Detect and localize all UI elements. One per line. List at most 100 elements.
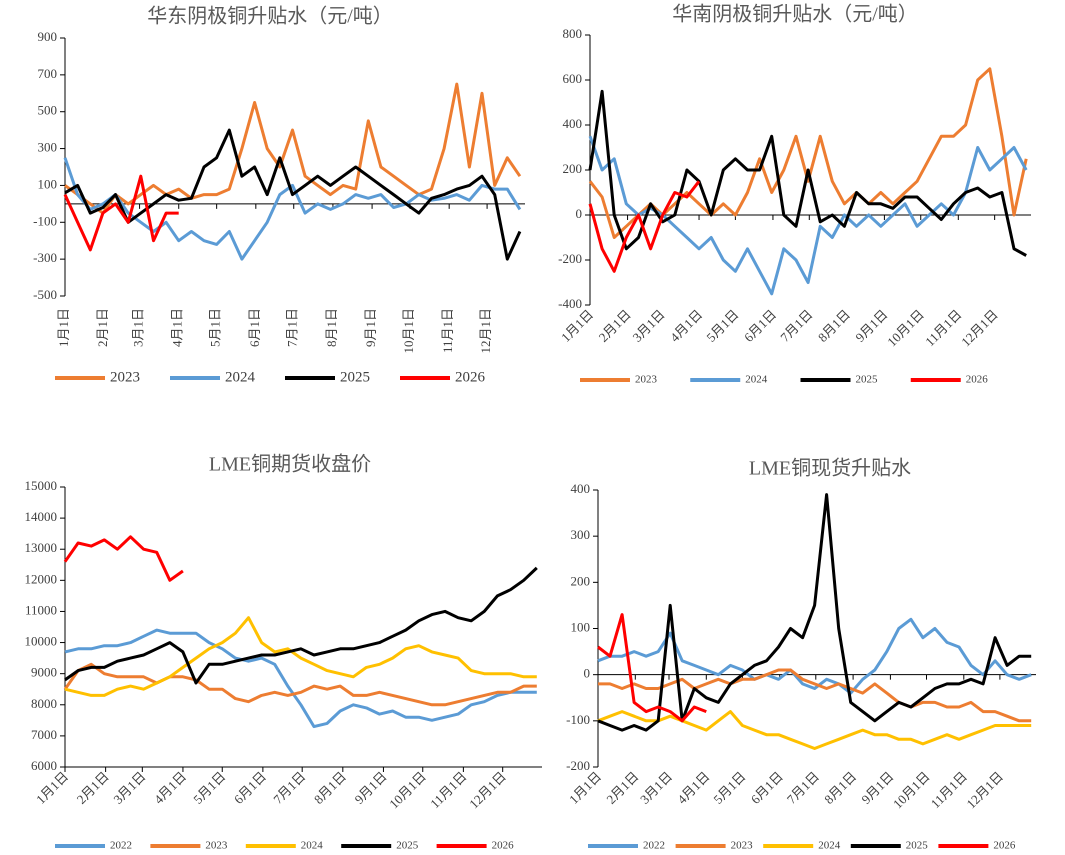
x-tick-label: 1月1日 bbox=[558, 307, 596, 345]
series-line bbox=[588, 180, 701, 273]
legend-label: 2025 bbox=[396, 840, 419, 852]
x-tick-label: 8月1日 bbox=[815, 307, 853, 345]
legend-label: 2022 bbox=[110, 840, 132, 852]
series-line bbox=[63, 174, 179, 252]
x-tick-label: 11月1日 bbox=[928, 769, 970, 811]
legend-label: 2025 bbox=[340, 369, 370, 385]
y-tick-label: 11000 bbox=[25, 602, 57, 617]
y-tick-label: -200 bbox=[558, 251, 582, 266]
y-tick-label: 200 bbox=[571, 573, 591, 588]
legend-label: 2024 bbox=[745, 374, 768, 386]
series-line bbox=[597, 613, 707, 723]
x-tick-label: 5月1日 bbox=[703, 307, 741, 345]
x-tick-label: 3月1日 bbox=[131, 308, 146, 347]
chart-title: LME铜期货收盘价 bbox=[209, 453, 371, 476]
y-tick-label: 13000 bbox=[25, 540, 58, 555]
x-tick-label: 4月1日 bbox=[674, 769, 712, 807]
chart-title: 华东阴极铜升贴水（元/吨） bbox=[147, 5, 393, 28]
legend-label: 2023 bbox=[205, 840, 228, 852]
x-tick-label: 11月1日 bbox=[922, 307, 964, 349]
legend-label: 2024 bbox=[225, 369, 256, 385]
legend-label: 2025 bbox=[906, 840, 929, 852]
series-line bbox=[63, 662, 537, 707]
legend-label: 2026 bbox=[993, 840, 1016, 852]
series-line bbox=[64, 128, 522, 261]
y-tick-label: 400 bbox=[571, 481, 591, 496]
y-tick-label: 700 bbox=[38, 66, 58, 81]
series-line bbox=[63, 535, 184, 582]
series-line bbox=[64, 82, 522, 215]
legend-label: 2023 bbox=[635, 374, 658, 386]
x-tick-label: 8月1日 bbox=[324, 308, 339, 347]
y-tick-label: -300 bbox=[33, 250, 57, 265]
x-tick-label: 11月1日 bbox=[440, 308, 455, 353]
x-tick-label: 10月1日 bbox=[401, 308, 416, 354]
x-tick-label: 4月1日 bbox=[667, 307, 705, 345]
series-line bbox=[597, 710, 1032, 750]
legend-label: 2025 bbox=[856, 374, 879, 386]
x-tick-label: 6月1日 bbox=[748, 769, 786, 807]
y-tick-label: 12000 bbox=[25, 571, 58, 586]
x-tick-label: 6月1日 bbox=[247, 308, 262, 347]
y-tick-label: 0 bbox=[584, 666, 591, 681]
x-tick-label: 3月1日 bbox=[110, 769, 148, 807]
x-tick-label: 2月1日 bbox=[95, 308, 110, 347]
legend-label: 2022 bbox=[643, 840, 665, 852]
x-tick-label: 1月1日 bbox=[33, 769, 71, 807]
x-tick-label: 3月1日 bbox=[637, 769, 675, 807]
x-tick-label: 2月1日 bbox=[596, 307, 634, 345]
legend-label: 2023 bbox=[731, 840, 754, 852]
y-tick-label: 300 bbox=[571, 527, 591, 542]
legend-label: 2026 bbox=[492, 840, 514, 852]
x-tick-label: 12月1日 bbox=[963, 769, 1006, 812]
x-tick-label: 5月1日 bbox=[208, 308, 223, 347]
series-line bbox=[64, 616, 537, 697]
y-tick-label: 400 bbox=[563, 116, 583, 131]
x-tick-label: 10月1日 bbox=[884, 307, 927, 350]
series-line bbox=[64, 566, 538, 685]
x-tick-label: 12月1日 bbox=[958, 307, 1001, 350]
x-tick-label: 4月1日 bbox=[170, 308, 185, 347]
legend-label: 2024 bbox=[818, 840, 841, 852]
x-tick-label: 8月1日 bbox=[821, 769, 859, 807]
x-tick-label: 7月1日 bbox=[777, 307, 815, 345]
y-tick-label: -200 bbox=[566, 758, 590, 773]
x-tick-label: 1月1日 bbox=[566, 769, 604, 807]
chart-panel: 华南阴极铜升贴水（元/吨） -400 -200 0 200 400 600 800 1月1日 2月… bbox=[558, 3, 1031, 386]
series-line bbox=[598, 668, 1032, 723]
x-tick-label: 5月1日 bbox=[710, 769, 748, 807]
x-tick-label: 7月1日 bbox=[270, 769, 308, 807]
y-tick-label: 0 bbox=[576, 206, 583, 221]
y-tick-label: 500 bbox=[38, 103, 58, 118]
x-tick-label: 9月1日 bbox=[363, 308, 378, 347]
series-line bbox=[64, 628, 537, 729]
x-tick-label: 8月1日 bbox=[311, 769, 349, 807]
legend-label: 2026 bbox=[966, 374, 989, 386]
y-tick-label: 8000 bbox=[31, 696, 57, 711]
x-tick-label: 10月1日 bbox=[386, 769, 429, 812]
y-tick-label: 7000 bbox=[31, 727, 57, 742]
series-line bbox=[63, 157, 522, 261]
y-tick-label: 900 bbox=[38, 29, 58, 44]
y-tick-label: 800 bbox=[563, 26, 583, 41]
chart-panel: LME铜现货升贴水 -200 -100 0 100 200 300 400 1月1日 2月1日3月… bbox=[566, 457, 1036, 852]
x-tick-label: 3月1日 bbox=[630, 307, 668, 345]
y-tick-label: 100 bbox=[38, 176, 58, 191]
y-tick-label: 15000 bbox=[25, 478, 58, 493]
x-tick-label: 12月1日 bbox=[466, 769, 509, 812]
chart-title: 华南阴极铜升贴水（元/吨） bbox=[672, 3, 918, 26]
y-tick-label: 200 bbox=[563, 161, 583, 176]
x-tick-label: 10月1日 bbox=[890, 769, 933, 812]
y-tick-label: -100 bbox=[566, 712, 590, 727]
x-tick-label: 7月1日 bbox=[784, 769, 822, 807]
y-tick-label: 14000 bbox=[25, 509, 58, 524]
chart-panel: LME铜期货收盘价 6000 7000 8000 9000 10000 11000 12000… bbox=[25, 453, 542, 852]
y-tick-label: 300 bbox=[38, 140, 58, 155]
series-line bbox=[597, 493, 1032, 732]
x-tick-label: 6月1日 bbox=[231, 769, 269, 807]
y-tick-label: -100 bbox=[33, 213, 57, 228]
x-tick-label: 11月1日 bbox=[427, 769, 469, 811]
y-tick-label: 10000 bbox=[25, 634, 58, 649]
y-tick-label: -500 bbox=[33, 287, 57, 302]
